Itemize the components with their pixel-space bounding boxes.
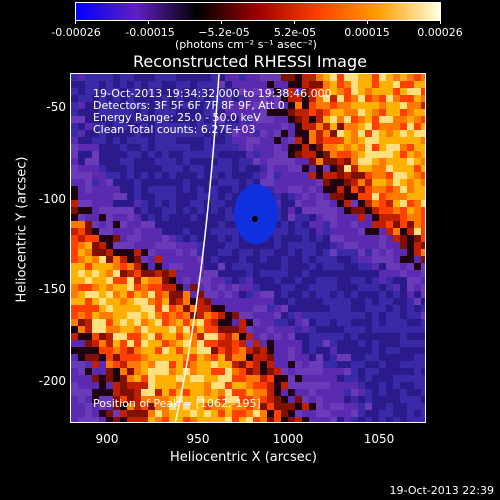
x-tick-label: 1000 bbox=[272, 432, 304, 446]
colorbar-tick bbox=[440, 20, 441, 24]
colorbar-tick bbox=[221, 20, 222, 24]
info-time-range: 19-Oct-2013 19:34:32.000 to 19:38:46.000 bbox=[93, 87, 332, 100]
x-tick-label: 1050 bbox=[363, 432, 395, 446]
y-tick-label: -100 bbox=[38, 192, 66, 206]
y-tick-label: -50 bbox=[46, 100, 66, 114]
y-tick-label: -200 bbox=[38, 374, 66, 388]
colorbar-tick-label: -0.00026 bbox=[51, 26, 101, 39]
colorbar-tick bbox=[75, 20, 76, 24]
colorbar-tick bbox=[367, 20, 368, 24]
colorbar-tick-label: 5.2e-05 bbox=[273, 26, 317, 39]
colorbar-tick-label: −5.2e-05 bbox=[198, 26, 250, 39]
render-timestamp: 19-Oct-2013 22:39 bbox=[389, 484, 494, 497]
plot-title: Reconstructed RHESSI Image bbox=[133, 52, 367, 71]
solar-limb-line bbox=[174, 74, 220, 422]
x-tick-label: 900 bbox=[95, 432, 119, 446]
info-energy-range: Energy Range: 25.0 - 50.0 keV bbox=[93, 111, 261, 124]
info-detectors: Detectors: 3F 5F 6F 7F 8F 9F, Att 0 bbox=[93, 99, 285, 112]
colorbar-tick-label: 0.00015 bbox=[344, 26, 390, 39]
colorbar-tick bbox=[148, 20, 149, 24]
colorbar-tick-label: 0.00026 bbox=[417, 26, 463, 39]
info-counts: Clean Total counts: 6.27E+03 bbox=[93, 123, 256, 136]
x-axis-title: Heliocentric X (arcsec) bbox=[170, 450, 317, 465]
image-plot[interactable]: 19-Oct-2013 19:34:32.000 to 19:38:46.000… bbox=[70, 73, 426, 423]
negative-region bbox=[234, 184, 278, 244]
x-tick-label: 950 bbox=[186, 432, 210, 446]
y-tick-label: -150 bbox=[38, 282, 66, 296]
image-canvas bbox=[71, 74, 425, 422]
colorbar-units: (photons cm⁻² s⁻¹ asec⁻²) bbox=[175, 38, 317, 51]
image-pixels bbox=[71, 74, 425, 422]
peak-position: Position of Peak = [1062,-195] bbox=[93, 397, 261, 410]
colorbar-tick bbox=[294, 20, 295, 24]
colorbar-tick-label: -0.00015 bbox=[125, 26, 175, 39]
colorbar bbox=[75, 2, 441, 21]
peak-marker bbox=[252, 216, 258, 222]
y-axis-title: Heliocentric Y (arcsec) bbox=[14, 156, 30, 303]
